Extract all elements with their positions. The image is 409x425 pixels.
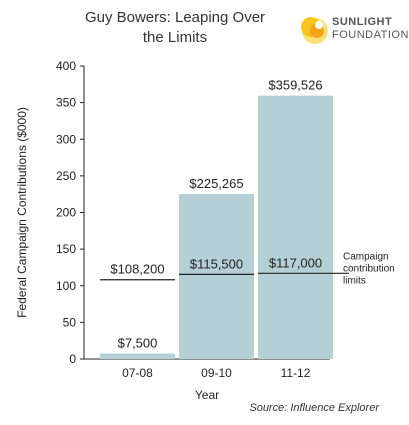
chart-title: Guy Bowers: Leaping Over the Limits: [60, 8, 290, 48]
y-tick-label: 400: [56, 59, 76, 73]
chart-title-line2: the Limits: [142, 29, 208, 46]
x-tick-label: 09-10: [201, 366, 232, 380]
y-tick-label: 150: [56, 242, 76, 256]
bar: [258, 95, 333, 359]
x-tick-label: 11-12: [281, 366, 311, 380]
logo-line2: FOUNDATION: [332, 29, 409, 41]
sunlight-logo-icon: [301, 17, 328, 44]
y-tick-label: 350: [56, 96, 76, 110]
bar: [179, 193, 254, 359]
sunlight-foundation-logo: SUNLIGHT FOUNDATION: [298, 12, 409, 46]
y-tick-label: 300: [56, 132, 76, 146]
bar: [100, 353, 175, 359]
y-tick-label: 200: [56, 206, 76, 220]
limit-label: $108,200: [110, 262, 164, 277]
x-tick-label: 07-08: [122, 366, 153, 380]
logo-line1: SUNLIGHT: [332, 16, 393, 28]
limits-annotation: Campaign: [343, 251, 389, 262]
limits-annotation: limits: [343, 275, 366, 286]
limit-label: $117,000: [269, 255, 322, 270]
y-tick-label: 250: [56, 169, 76, 183]
y-tick-label: 100: [56, 279, 76, 293]
logo-text: SUNLIGHT FOUNDATION: [332, 16, 409, 42]
limits-annotation: contribution: [343, 263, 395, 274]
chart-title-line1: Guy Bowers: Leaping Over: [84, 9, 266, 26]
bar-value-label: $225,265: [189, 176, 243, 191]
bar-value-label: $7,500: [118, 336, 158, 351]
y-tick-label: 50: [63, 315, 77, 329]
x-axis-label: Year: [195, 388, 219, 402]
bar-value-label: $359,526: [268, 78, 322, 93]
source-note: Source: Influence Explorer: [249, 402, 379, 414]
y-tick-label: 0: [69, 352, 76, 366]
limit-label: $115,500: [190, 256, 243, 271]
y-axis-label: Federal Campaign Contributions ($000): [15, 107, 29, 318]
